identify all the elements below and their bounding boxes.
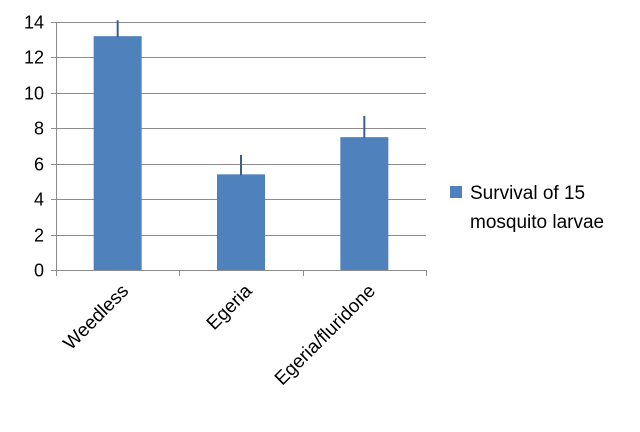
- y-tick-label: 0: [34, 261, 44, 281]
- bar-egeria: [217, 174, 265, 270]
- bars: [93, 20, 389, 270]
- y-tick-label: 8: [34, 119, 44, 139]
- bar-weedless: [93, 36, 142, 270]
- legend-label: mosquito larvae: [470, 212, 604, 233]
- x-category-label: Weedless: [60, 281, 134, 355]
- legend-swatch: [450, 186, 462, 198]
- y-tick-label: 2: [34, 226, 44, 246]
- legend: Survival of 15 mosquito larvae: [450, 183, 604, 233]
- axes: [51, 22, 427, 276]
- labels: 0 2 4 6 8 10 12 14 Weedless Egeria Egeria/fluridon…: [24, 13, 380, 390]
- y-tick-label: 4: [34, 190, 44, 210]
- y-tick-label: 14: [24, 13, 44, 33]
- bar-egeria-fluridone: [340, 137, 389, 270]
- legend-label: Survival of 15: [470, 183, 585, 204]
- y-tick-label: 10: [24, 84, 44, 104]
- y-tick-label: 12: [24, 48, 44, 68]
- y-tick-label: 6: [34, 155, 44, 175]
- x-category-label: Egeria: [203, 280, 257, 334]
- x-category-label: Egeria/fluridone: [271, 281, 380, 390]
